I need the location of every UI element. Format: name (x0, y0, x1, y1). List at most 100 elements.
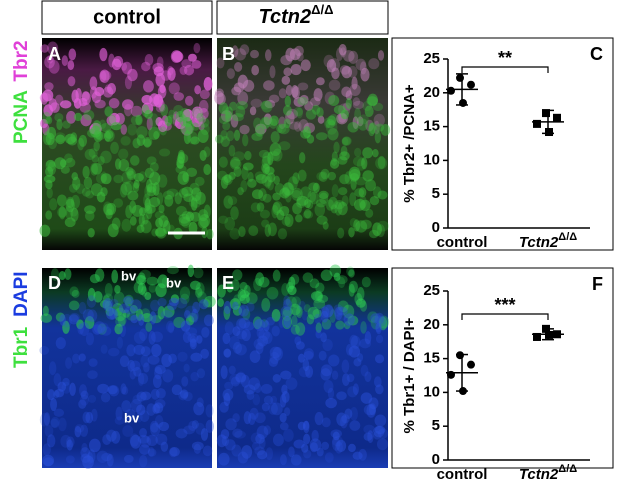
nucleus (45, 166, 54, 177)
nucleus (299, 94, 309, 104)
nucleus (198, 209, 209, 222)
nucleus (237, 91, 249, 106)
nucleus (84, 148, 96, 160)
nucleus (74, 425, 82, 438)
nucleus (373, 430, 382, 440)
nucleus (255, 342, 264, 355)
point (533, 332, 541, 341)
nucleus (228, 365, 236, 375)
nucleus (118, 148, 129, 160)
point (542, 324, 550, 333)
nucleus (265, 316, 276, 326)
nucleus (291, 85, 299, 98)
nucleus (238, 317, 251, 329)
nucleus (198, 99, 209, 113)
nucleus (216, 57, 225, 69)
nucleus (155, 433, 168, 446)
nucleus (111, 58, 122, 71)
nucleus (183, 310, 191, 319)
nucleus (87, 228, 95, 238)
nucleus (62, 120, 71, 129)
nucleus (375, 334, 384, 344)
nucleus (263, 80, 275, 91)
nucleus (175, 205, 187, 217)
nucleus (39, 346, 50, 355)
nucleus (106, 308, 118, 320)
nucleus (357, 353, 364, 362)
nucleus (90, 183, 103, 197)
nucleus (141, 313, 153, 323)
nucleus (182, 331, 192, 343)
nucleus (80, 453, 91, 463)
nucleus (302, 126, 311, 139)
nucleus (164, 115, 173, 127)
nucleus (136, 404, 146, 416)
x-tick-label: Tctn2Δ/Δ (519, 463, 577, 483)
nucleus (98, 322, 109, 331)
nucleus (336, 275, 348, 285)
nucleus (88, 358, 98, 367)
nucleus (223, 348, 232, 358)
nucleus (315, 198, 327, 208)
nucleus (163, 305, 175, 318)
nucleus (146, 434, 158, 447)
nucleus (189, 182, 200, 195)
nucleus (251, 132, 263, 141)
nucleus (322, 338, 333, 352)
nucleus (185, 95, 194, 106)
nucleus (360, 392, 373, 404)
nucleus (362, 170, 374, 182)
nucleus (363, 424, 375, 434)
nucleus (225, 111, 232, 123)
nucleus (224, 381, 234, 390)
nucleus (330, 204, 338, 214)
nucleus (348, 443, 356, 453)
nucleus (224, 216, 236, 231)
nucleus (347, 386, 358, 398)
nucleus (108, 114, 117, 126)
nucleus (191, 441, 204, 451)
nucleus (296, 52, 304, 62)
nucleus (202, 299, 211, 308)
point (459, 98, 467, 107)
nucleus (173, 104, 184, 116)
nucleus (183, 130, 191, 145)
nucleus (149, 162, 159, 173)
nucleus (246, 390, 255, 401)
nucleus (171, 51, 184, 63)
panel-letter: B (222, 44, 235, 64)
nucleus (111, 269, 119, 284)
nucleus (247, 412, 256, 425)
nucleus (197, 217, 209, 229)
nucleus (114, 158, 122, 170)
nucleus (226, 130, 235, 142)
nucleus (295, 322, 306, 336)
nucleus (53, 373, 62, 387)
nucleus (372, 222, 382, 237)
nucleus (346, 373, 355, 383)
nucleus (146, 116, 153, 131)
nucleus (200, 428, 209, 441)
nucleus (321, 417, 331, 428)
nucleus (285, 377, 298, 390)
nucleus (276, 123, 287, 134)
nucleus (233, 129, 241, 142)
nucleus (167, 67, 176, 81)
nucleus (262, 193, 272, 203)
nucleus (333, 272, 341, 282)
nucleus (194, 176, 205, 186)
nucleus (151, 343, 162, 357)
nucleus (57, 207, 68, 218)
chart-box (391, 267, 614, 469)
nucleus (135, 275, 147, 285)
nucleus (124, 297, 133, 308)
nucleus (341, 359, 350, 374)
nucleus (300, 186, 312, 199)
nucleus (132, 394, 143, 405)
y-axis-label: % Tbr1+ / DAPI+ (401, 317, 418, 433)
nucleus (111, 430, 121, 444)
nucleus (129, 369, 136, 380)
nucleus (327, 115, 337, 126)
nucleus (349, 168, 361, 181)
nucleus (292, 172, 300, 185)
